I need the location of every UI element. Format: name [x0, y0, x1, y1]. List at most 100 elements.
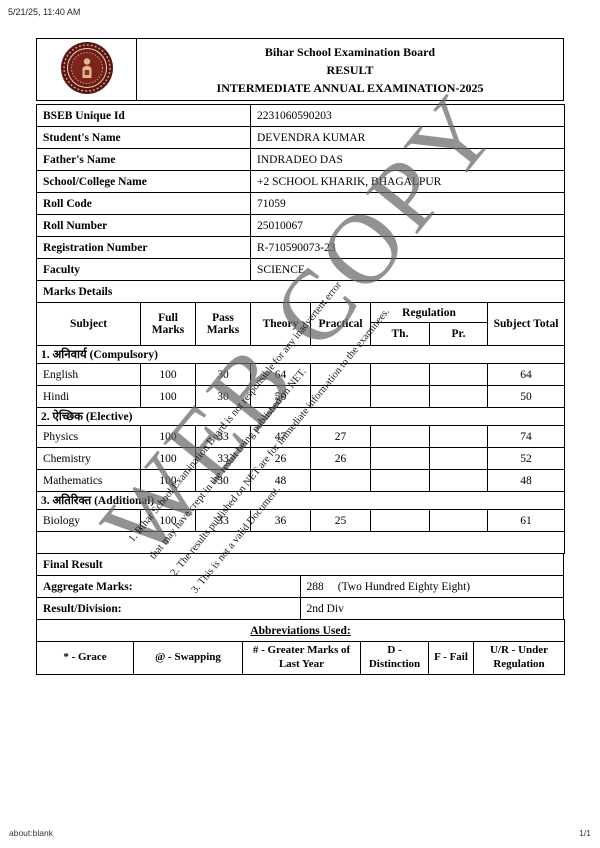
practical-marks: 27 [310, 425, 371, 448]
subject-total: 61 [487, 509, 566, 532]
col-header-theory: Theory [250, 302, 311, 346]
subject-total: 64 [487, 363, 566, 386]
subject-total: 74 [487, 425, 566, 448]
table-row: Result/Division: 2nd Div [36, 597, 564, 620]
full-marks: 100 [140, 363, 196, 386]
aggregate-marks-value: 288 (Two Hundred Eighty Eight) [299, 575, 564, 598]
abbreviations-table: Abbreviations Used: * - Grace @ - Swappi… [36, 619, 565, 675]
pass-marks: 33 [195, 425, 251, 448]
division-value: 2nd Div [299, 597, 564, 620]
col-header-full-marks: Full Marks [140, 302, 196, 346]
table-row: Final Result [36, 553, 564, 576]
info-value: 2231060590203 [250, 104, 565, 127]
regulation-th [370, 447, 430, 470]
regulation-pr [428, 363, 489, 386]
theory-marks: 47 [250, 425, 311, 448]
marks-subheader-row: Th. Pr. [37, 322, 565, 346]
abbrev-fail: F - Fail [428, 641, 474, 675]
regulation-pr [428, 469, 489, 492]
theory-marks: 48 [250, 469, 311, 492]
result-heading: RESULT [326, 62, 374, 77]
subject-total: 48 [487, 469, 566, 492]
practical-marks [310, 363, 371, 386]
print-datetime: 5/21/25, 11:40 AM [8, 7, 81, 17]
theory-marks: 64 [250, 363, 311, 386]
subject-name: English [36, 363, 141, 386]
col-header-practical: Practical [310, 302, 371, 346]
abbreviations-heading: Abbreviations Used: [36, 619, 565, 642]
logo-cell [36, 38, 137, 101]
subject-name: Biology [36, 509, 141, 532]
info-value: DEVENDRA KUMAR [250, 126, 565, 149]
full-marks: 100 [140, 509, 196, 532]
regulation-th [370, 509, 430, 532]
section-title: 2. ऐच्छिक (Elective) [35, 407, 566, 426]
pass-marks: 30 [195, 363, 251, 386]
table-row: English 100 30 64 64 [36, 363, 566, 386]
col-header-subject: Subject [36, 302, 141, 346]
theory-marks: 50 [250, 385, 311, 408]
subject-name: Hindi [36, 385, 141, 408]
table-row: Abbreviations Used: [36, 619, 565, 642]
theory-marks: 26 [250, 447, 311, 470]
spacer-row [35, 531, 566, 554]
board-name: Bihar School Examination Board [264, 44, 436, 59]
regulation-th [370, 425, 430, 448]
aggregate-words: (Two Hundred Eighty Eight) [337, 580, 471, 593]
marks-details-heading: Marks Details [36, 280, 565, 303]
marks-table: Subject Full Marks Pass Marks Theory Pra… [35, 302, 566, 554]
regulation-pr [428, 509, 489, 532]
table-row: Biology 100 33 36 25 61 [36, 509, 566, 532]
info-label: Roll Code [36, 192, 251, 215]
table-row: Father's Name INDRADEO DAS [36, 148, 565, 171]
info-label: School/College Name [36, 170, 251, 193]
section-row-elective: 2. ऐच्छिक (Elective) [35, 407, 566, 426]
full-marks: 100 [140, 469, 196, 492]
table-row: School/College Name +2 SCHOOL KHARIK, BH… [36, 170, 565, 193]
full-marks: 100 [140, 447, 196, 470]
abbrev-swapping: @ - Swapping [133, 641, 243, 675]
abbrev-under-regulation: U/R - Under Regulation [473, 641, 565, 675]
subject-name: Mathematics [36, 469, 141, 492]
info-value: 71059 [250, 192, 565, 215]
practical-marks: 25 [310, 509, 371, 532]
info-label: Student's Name [36, 126, 251, 149]
info-value: INDRADEO DAS [250, 148, 565, 171]
abbrev-greater-marks: # - Greater Marks of Last Year [242, 641, 361, 675]
practical-marks [310, 469, 371, 492]
final-result-heading: Final Result [36, 553, 564, 576]
subject-name: Chemistry [36, 447, 141, 470]
table-row: Faculty SCIENCE [36, 258, 565, 281]
pass-marks: 33 [195, 447, 251, 470]
table-row: Roll Number 25010067 [36, 214, 565, 237]
aggregate-number: 288 [306, 580, 324, 593]
table-row: Student's Name DEVENDRA KUMAR [36, 126, 565, 149]
section-row-additional: 3. अतिरिक्त (Additional) [35, 491, 566, 510]
table-row: Marks Details [36, 280, 565, 303]
subject-name: Physics [36, 425, 141, 448]
info-label: Father's Name [36, 148, 251, 171]
info-label: BSEB Unique Id [36, 104, 251, 127]
section-title: 1. अनिवार्य (Compulsory) [35, 345, 566, 364]
table-row: BSEB Unique Id 2231060590203 [36, 104, 565, 127]
board-header-table: Bihar School Examination Board RESULT IN… [36, 38, 564, 101]
col-header-subject-total: Subject Total [487, 302, 566, 346]
student-info-table: BSEB Unique Id 2231060590203 Student's N… [36, 104, 565, 303]
table-row: Physics 100 33 47 27 74 [36, 425, 566, 448]
pass-marks: 30 [195, 469, 251, 492]
subject-total: 50 [487, 385, 566, 408]
table-row: Chemistry 100 33 26 26 52 [36, 447, 566, 470]
theory-marks: 36 [250, 509, 311, 532]
pass-marks: 33 [195, 509, 251, 532]
col-header-regulation-th: Th. [370, 322, 430, 346]
info-label: Roll Number [36, 214, 251, 237]
regulation-th [370, 385, 430, 408]
regulation-pr [428, 425, 489, 448]
regulation-pr [428, 447, 489, 470]
regulation-th [370, 469, 430, 492]
col-header-pass-marks: Pass Marks [195, 302, 251, 346]
footer-page-number: 1/1 [579, 828, 591, 838]
practical-marks [310, 385, 371, 408]
empty-cell [35, 531, 566, 554]
bseb-seal-icon [60, 42, 113, 94]
